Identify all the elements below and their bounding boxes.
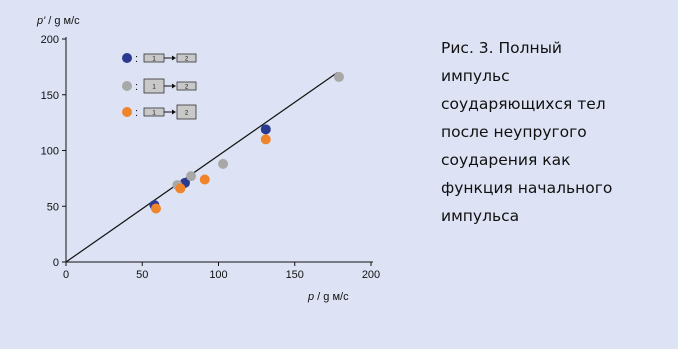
y-axis-label: p' / g м/с xyxy=(36,15,80,27)
scatter-chart: 0 50 100 150 200 0 50 100 150 200 p' / g м/с p / g … xyxy=(0,0,430,349)
y-tick-label: 100 xyxy=(41,146,59,158)
data-point-orange xyxy=(261,134,271,144)
data-point-blue xyxy=(261,124,271,134)
legend-marker-orange xyxy=(122,107,132,117)
y-tick-label: 200 xyxy=(41,34,59,46)
y-tick-label: 150 xyxy=(41,90,59,102)
data-point-gray xyxy=(334,72,344,82)
x-tick-label: 100 xyxy=(209,269,227,281)
data-point-orange xyxy=(151,203,161,213)
legend-arrow-head xyxy=(172,84,176,89)
data-point-orange xyxy=(200,174,210,184)
data-point-gray xyxy=(186,171,196,181)
legend-marker-blue xyxy=(122,53,132,63)
reference-line-segment xyxy=(66,72,337,262)
legend-colon: : xyxy=(135,53,138,65)
reference-line xyxy=(66,72,337,262)
legend-colon: : xyxy=(135,107,138,119)
data-points xyxy=(149,72,344,214)
x-tick-label: 200 xyxy=(362,269,380,281)
x-axis-label: p / g м/с xyxy=(307,291,349,303)
x-tick-label: 50 xyxy=(136,269,148,281)
legend-colon: : xyxy=(135,81,138,93)
figure-caption: Рис. 3. Полный импульс соударяющихся тел… xyxy=(441,34,666,230)
x-tick-label: 150 xyxy=(286,269,304,281)
x-tick-label: 0 xyxy=(63,269,69,281)
axes: 0 50 100 150 200 0 50 100 150 200 p' / g м/с p / g … xyxy=(36,15,380,303)
legend-arrow-head xyxy=(172,110,176,115)
data-point-gray xyxy=(218,159,228,169)
y-tick-label: 0 xyxy=(53,257,59,269)
legend-arrow-head xyxy=(172,56,176,61)
legend-marker-gray xyxy=(122,81,132,91)
legend: :1 2: 1 2: 1 2 xyxy=(122,53,196,119)
y-tick-label: 50 xyxy=(47,201,59,213)
data-point-orange xyxy=(175,183,185,193)
